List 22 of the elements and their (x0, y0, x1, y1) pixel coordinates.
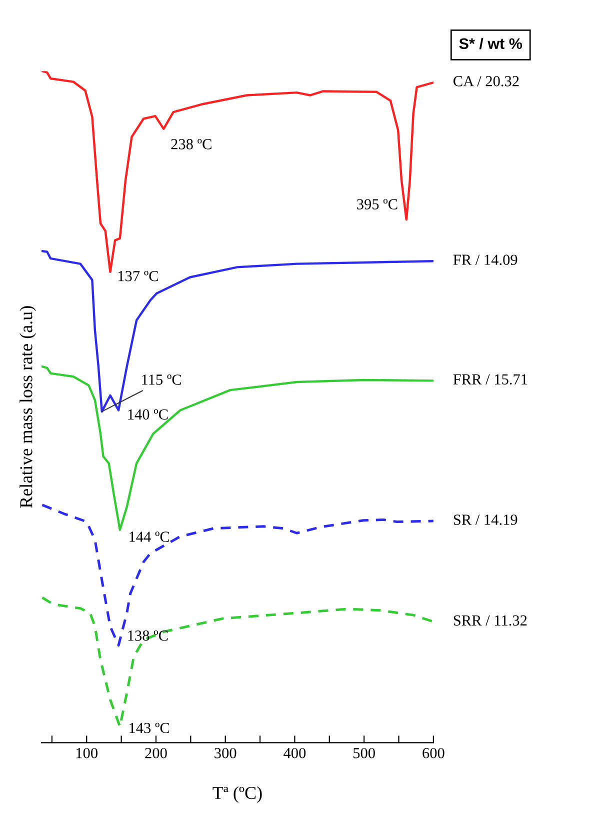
annotation: 138 ºC (128, 630, 168, 641)
x-tick-label: 400 (284, 748, 306, 758)
series-label: SRR / 11.32 (454, 615, 527, 626)
x-tick-label: 100 (76, 748, 98, 758)
legend-title: S* / wt % (459, 38, 522, 50)
annotation: 144 ºC (130, 532, 170, 542)
x-tick-label: 500 (354, 748, 375, 758)
annotation: 143 ºC (130, 722, 170, 734)
series-label: SR / 14.19 (454, 514, 518, 525)
x-tick-label: 200 (145, 748, 167, 758)
series-label: FRR / 15.71 (453, 374, 528, 385)
series-label: CA / 20.32 (454, 76, 519, 86)
annotation: 238 ºC (171, 139, 212, 150)
x-axis-title: Tª (ºC) (212, 786, 262, 803)
series-label: FR / 14.09 (453, 254, 518, 266)
annotation: 140 ºC (128, 409, 168, 420)
annotation: 137 ºC (118, 270, 158, 282)
x-tick-label: 600 (422, 748, 444, 758)
annotation: 115 ºC (142, 374, 182, 385)
x-tick-label: 300 (214, 748, 236, 758)
annotation: 395 ºC (357, 199, 398, 210)
y-axis-title: Relative mass loss rate (a.u) (20, 306, 36, 508)
